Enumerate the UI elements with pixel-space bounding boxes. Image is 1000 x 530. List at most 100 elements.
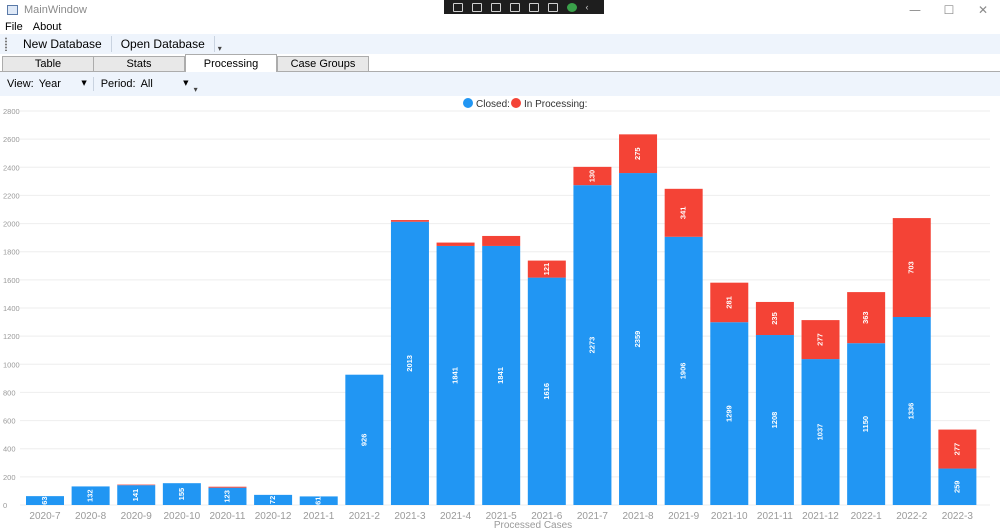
bar-in-processing [755,301,794,336]
filter-separator [92,77,94,91]
toolbar-separator [110,36,112,52]
select-element-icon[interactable] [452,2,463,12]
tab-processing[interactable]: Processing [185,54,277,72]
toolbar-overflow-icon[interactable]: ▾ [217,43,222,53]
period-select-value: All [140,78,153,90]
tab-processing-label: Processing [203,57,259,70]
data-label-in-processing: 275 [633,147,642,160]
x-tick-label: 2021-5 [486,511,518,522]
data-label-closed: 1616 [542,383,551,400]
bar-in-processing [710,282,749,323]
toolbar: New Database Open Database ▾ [0,34,1000,54]
data-label-closed: 1208 [770,412,779,429]
bar-closed [254,494,293,505]
preview-selection-icon[interactable] [490,2,501,12]
data-label-closed: 2359 [633,331,642,348]
x-tick-label: 2020-12 [255,511,292,522]
bar-in-processing [619,134,658,174]
x-tick-label: 2021-8 [622,511,654,522]
filter-bar: View: Year ▼ Period: All ▼ ▾ [0,72,1000,96]
period-dropdown-arrow-icon: ▼ [183,79,189,87]
bar-closed [482,245,521,505]
bar-closed [664,236,703,505]
view-dropdown-arrow-icon: ▼ [81,79,87,87]
period-label: Period: [100,78,136,90]
tab-stats[interactable]: Stats [93,56,185,71]
filter-overflow-icon[interactable]: ▾ [193,84,198,94]
bar-closed [162,483,201,505]
bar-closed [847,343,886,505]
data-label-closed: 1841 [451,367,460,384]
data-label-closed: 1336 [907,403,916,420]
data-label-closed: 61 [314,497,323,505]
data-label-in-processing: 121 [542,263,551,276]
y-tick-label: 400 [3,445,16,454]
bar-in-processing [801,320,840,360]
track-focus-icon[interactable] [471,2,482,12]
data-label-closed: 1906 [679,363,688,380]
data-label-in-processing: 277 [952,443,961,456]
maximize-button[interactable]: ☐ [943,3,955,17]
data-label-closed: 72 [268,496,277,504]
y-tick-label: 0 [3,501,7,510]
y-tick-label: 200 [3,473,16,482]
x-tick-label: 2020-7 [29,511,61,522]
data-label-closed: 259 [952,481,961,494]
y-tick-label: 2200 [3,191,20,200]
x-tick-label: 2020-10 [164,511,201,522]
tab-case-groups[interactable]: Case Groups [277,56,369,71]
new-database-button[interactable]: New Database [23,37,102,51]
bar-closed [345,374,384,505]
data-label-in-processing: 130 [587,170,596,183]
minimize-button[interactable]: — [909,3,921,17]
bar-in-processing [436,242,475,246]
menu-about[interactable]: About [32,21,62,33]
open-database-button[interactable]: Open Database [120,37,205,51]
close-button[interactable]: ✕ [977,3,989,17]
data-label-closed: 2013 [405,355,414,372]
tab-table[interactable]: Table [2,56,94,71]
x-tick-label: 2021-2 [349,511,381,522]
tab-strip: Table Stats Processing Case Groups [0,54,1000,72]
x-tick-label: 2020-9 [121,511,153,522]
data-label-in-processing: 281 [724,296,733,309]
bar-closed [390,221,429,506]
view-select[interactable]: Year ▼ [36,76,89,92]
data-label-closed: 1150 [861,416,870,432]
data-label-in-processing: 277 [816,333,825,346]
bar-in-processing [482,235,521,246]
menu-file[interactable]: File [5,21,23,33]
view-select-value: Year [38,78,61,90]
period-select[interactable]: All ▼ [138,76,191,92]
hot-reload-icon[interactable] [528,2,539,12]
y-tick-label: 1600 [3,276,20,285]
bar-closed [710,322,749,505]
window-title: MainWindow [24,4,87,16]
x-tick-label: 2021-3 [394,511,426,522]
check-status-icon[interactable] [566,2,577,12]
data-label-closed: 1037 [816,424,825,441]
debug-toolbar: ‹ [444,0,604,14]
bar-in-processing [664,188,703,237]
y-axis-ticks: 0 200 400 600 800 1000 1200 1400 1600 1800 2000 220… [3,107,20,510]
x-tick-label: 2022-2 [896,511,928,522]
processing-chart: Closed: In Processing: 0 200 400 600 800 1000 1… [0,96,1000,530]
x-tick-label: 2022-3 [942,511,974,522]
data-label-closed: 2273 [587,337,596,354]
bar-closed [436,245,475,505]
y-tick-label: 1000 [3,360,20,369]
display-layout-icon[interactable] [509,2,520,12]
data-label-closed: 141 [131,489,140,502]
toolbar-grip[interactable] [5,37,7,51]
bar-closed [755,335,794,505]
tab-case-groups-label: Case Groups [290,58,356,70]
y-tick-label: 2800 [3,107,20,116]
bar-in-processing [117,484,156,486]
data-label-closed: 63 [40,496,49,504]
bar-closed [299,496,338,505]
bar-closed [26,496,64,505]
data-label-closed: 1299 [724,405,733,422]
bar-in-processing [527,260,566,278]
accessibility-icon[interactable] [547,2,558,12]
collapse-chevron-icon[interactable]: ‹ [585,1,589,12]
